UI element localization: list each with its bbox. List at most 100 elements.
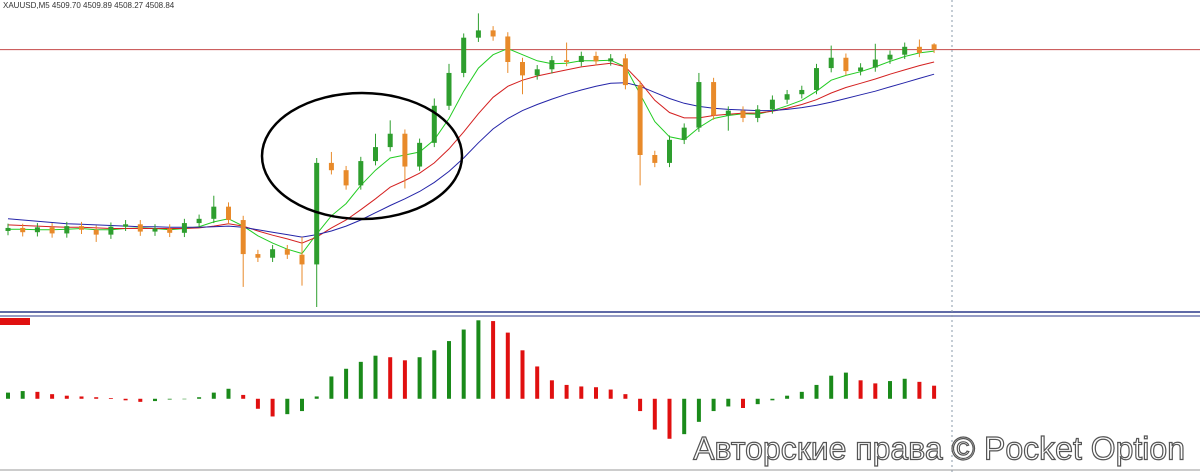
- oscillator-bar: [167, 398, 172, 400]
- candle-body: [490, 30, 496, 37]
- oscillator-bar: [696, 398, 701, 422]
- oscillator-bar: [535, 366, 540, 399]
- oscillator-bar: [549, 380, 554, 399]
- candle-body: [799, 89, 805, 95]
- candle-body: [872, 59, 878, 68]
- plot-layer: [0, 13, 1200, 439]
- oscillator-bar: [432, 350, 437, 399]
- oscillator-bar: [726, 398, 731, 407]
- candle-body: [255, 254, 261, 258]
- candle-body: [108, 226, 114, 235]
- oscillator-bar: [741, 398, 745, 408]
- candle-body: [343, 170, 349, 186]
- candle-body: [373, 147, 378, 162]
- candle-body: [152, 228, 158, 232]
- oscillator-bar: [64, 395, 69, 399]
- candle-body: [769, 99, 775, 110]
- oscillator-bar: [314, 396, 319, 399]
- oscillator-bar: [505, 332, 510, 399]
- oscillator-bar: [300, 398, 304, 412]
- candle-body: [64, 226, 70, 234]
- candle-body: [5, 227, 11, 231]
- candle-body: [211, 206, 217, 219]
- oscillator-bar: [138, 398, 143, 402]
- candle-body: [34, 227, 40, 233]
- candle-body: [167, 228, 173, 233]
- candle-body: [49, 227, 55, 234]
- oscillator-bar: [241, 394, 246, 399]
- candle-body: [931, 44, 937, 50]
- oscillator-bar: [211, 392, 216, 399]
- oscillator-bar: [94, 397, 99, 399]
- oscillator-bar: [35, 391, 40, 399]
- candle-body: [681, 127, 687, 140]
- oscillator-bar: [255, 398, 260, 409]
- candle-body: [755, 109, 761, 118]
- oscillator-bar: [917, 381, 922, 399]
- candle-body: [711, 82, 717, 116]
- oscillator-bar: [902, 378, 907, 399]
- candle-body: [387, 133, 393, 148]
- oscillator-bar: [888, 381, 892, 399]
- candle-body: [417, 142, 423, 167]
- candle-body: [887, 54, 893, 60]
- candle-body: [534, 69, 540, 76]
- oscillator-bar: [285, 398, 290, 415]
- candle-body: [284, 249, 290, 255]
- oscillator-bar: [388, 357, 393, 399]
- indicator-tag: [0, 318, 30, 325]
- oscillator-bar: [491, 321, 496, 399]
- oscillator-bar: [623, 394, 628, 399]
- oscillator-bar: [329, 376, 334, 399]
- oscillator-bar: [108, 398, 113, 399]
- oscillator-bar: [520, 350, 525, 399]
- oscillator-bar: [638, 398, 643, 412]
- oscillator-bar: [153, 398, 157, 402]
- oscillator-bar: [197, 397, 202, 399]
- candle-body: [858, 67, 864, 72]
- candle-body: [461, 37, 467, 73]
- oscillator-bar: [50, 394, 55, 399]
- candle-body: [740, 110, 746, 118]
- oscillator-bar: [417, 357, 422, 399]
- oscillator-bar: [344, 368, 349, 399]
- oscillator-bar: [358, 361, 363, 399]
- candle-body: [814, 68, 819, 90]
- candle-body: [240, 220, 246, 255]
- oscillator-bar: [711, 398, 716, 412]
- candle-body: [79, 226, 84, 230]
- candle-body: [902, 46, 908, 55]
- oscillator-bar: [829, 375, 834, 399]
- candle-body: [137, 224, 143, 232]
- oscillator-bar: [476, 320, 481, 399]
- candle-body: [564, 60, 570, 62]
- oscillator-bar: [682, 398, 687, 435]
- oscillator-bar: [270, 398, 275, 417]
- oscillator-bar: [123, 398, 128, 401]
- oscillator-bar: [226, 388, 231, 399]
- candle-body: [196, 218, 202, 224]
- annotation-ellipse: [260, 91, 464, 221]
- candle-body: [299, 254, 305, 265]
- candle-body: [593, 55, 599, 62]
- candle-body: [181, 223, 187, 233]
- candle-body: [20, 227, 26, 233]
- oscillator-bar: [579, 386, 584, 399]
- oscillator-bar: [843, 372, 848, 399]
- moving-average-line: [7, 73, 935, 238]
- candle-body: [123, 224, 129, 227]
- candle-body: [696, 82, 702, 128]
- oscillator-bar: [770, 398, 775, 401]
- watermark: Авторские права © Pocket Option: [693, 430, 1185, 466]
- candle-body: [828, 57, 834, 69]
- oscillator-bar: [667, 398, 672, 439]
- candle-body: [475, 30, 481, 38]
- oscillator-bar: [799, 391, 804, 399]
- oscillator-bar: [461, 329, 466, 399]
- candle-body: [402, 133, 408, 167]
- candle-body: [549, 60, 555, 70]
- oscillator-bar: [447, 341, 451, 399]
- oscillator-bar: [182, 398, 187, 400]
